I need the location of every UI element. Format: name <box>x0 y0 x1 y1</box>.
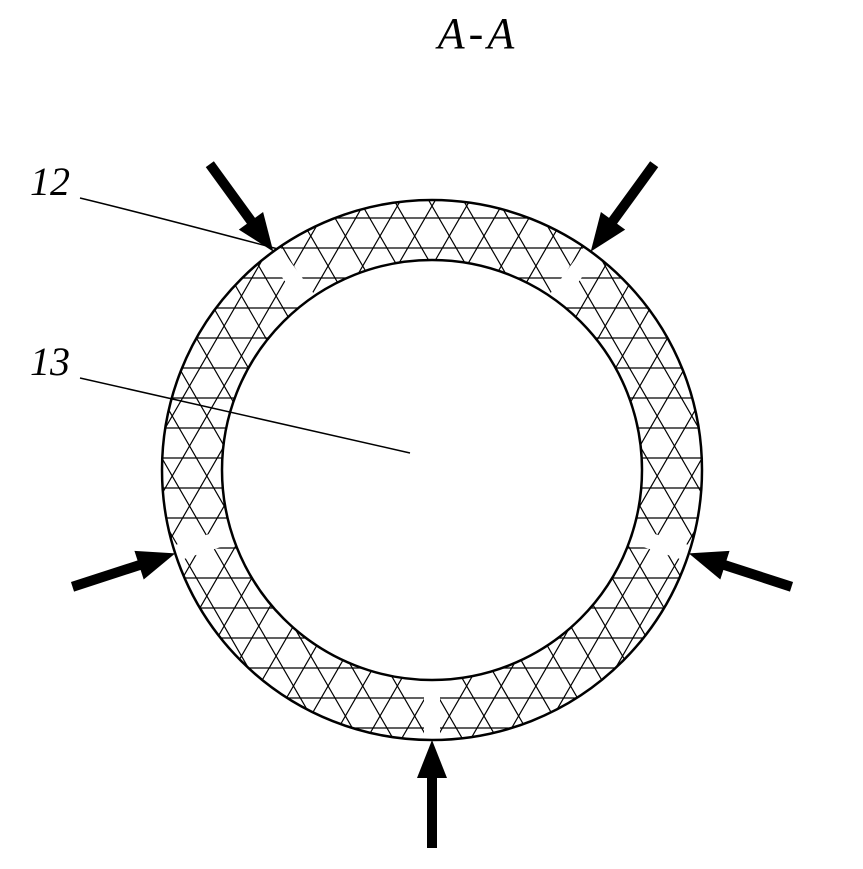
leader-label: 12 <box>30 159 70 204</box>
ring-slot <box>424 678 440 742</box>
arrow-head <box>134 551 175 580</box>
ring-hatch <box>0 0 863 869</box>
leader-label: 13 <box>30 339 70 384</box>
ring-inner-circle <box>222 260 642 680</box>
section-title: A-A <box>435 9 518 58</box>
arrow-head <box>689 551 730 580</box>
leader-line <box>80 378 410 453</box>
arrow-head <box>417 740 447 778</box>
